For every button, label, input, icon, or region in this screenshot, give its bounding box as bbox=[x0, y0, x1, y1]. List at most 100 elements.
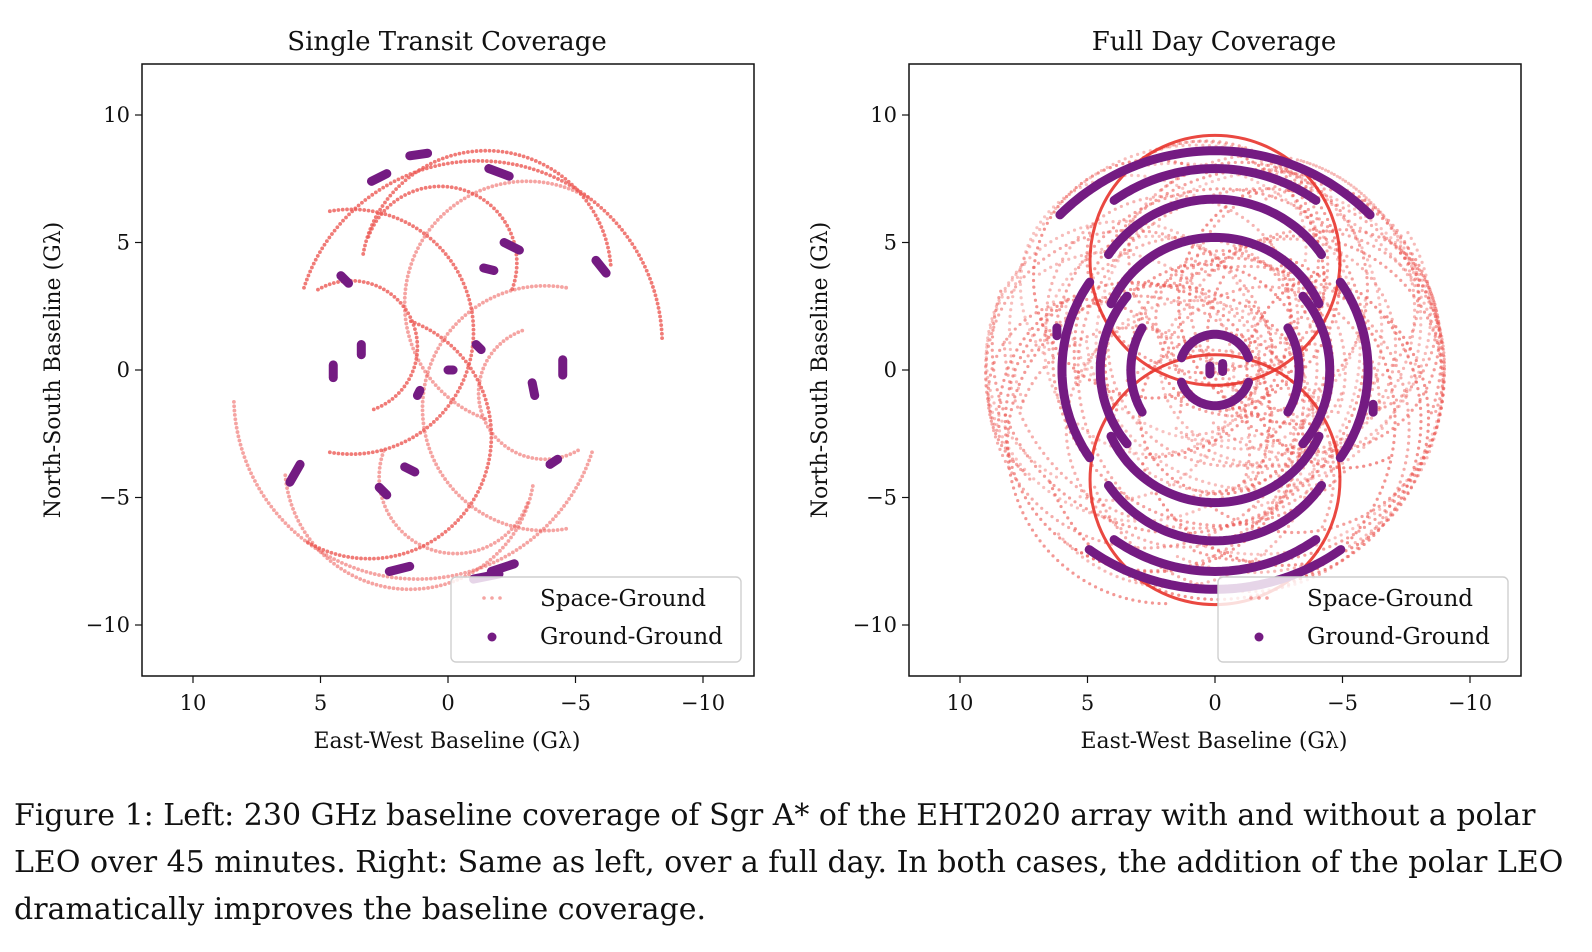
space-ground-point bbox=[1429, 312, 1433, 316]
space-ground-point bbox=[994, 304, 999, 308]
space-ground-point bbox=[1076, 349, 1080, 354]
space-ground-point bbox=[1306, 407, 1310, 411]
space-ground-point bbox=[1183, 594, 1187, 599]
space-ground-point bbox=[1322, 463, 1326, 468]
space-ground-point bbox=[511, 283, 516, 287]
space-ground-point bbox=[1159, 459, 1163, 464]
space-ground-point bbox=[1030, 326, 1034, 331]
space-ground-point bbox=[1336, 213, 1340, 217]
space-ground-point bbox=[358, 451, 362, 456]
space-ground-point bbox=[1296, 282, 1301, 286]
space-ground-point bbox=[1146, 294, 1150, 298]
space-ground-point bbox=[984, 377, 988, 381]
space-ground-point bbox=[462, 188, 467, 193]
space-ground-point bbox=[1045, 221, 1049, 225]
space-ground-point bbox=[387, 446, 392, 450]
space-ground-point bbox=[367, 556, 372, 561]
space-ground-point bbox=[1405, 402, 1409, 406]
space-ground-point bbox=[1386, 368, 1390, 372]
space-ground-point bbox=[1063, 197, 1067, 201]
space-ground-point bbox=[1405, 393, 1409, 398]
space-ground-point bbox=[1108, 165, 1112, 170]
space-ground-point bbox=[1043, 243, 1047, 247]
space-ground-point bbox=[1194, 463, 1198, 468]
space-ground-point bbox=[548, 520, 552, 525]
space-ground-point bbox=[1238, 279, 1242, 283]
space-ground-point bbox=[1270, 420, 1274, 424]
space-ground-point bbox=[1003, 420, 1007, 424]
space-ground-point bbox=[1369, 234, 1373, 238]
space-ground-point bbox=[1442, 380, 1446, 384]
space-ground-point bbox=[1253, 300, 1257, 304]
space-ground-point bbox=[1257, 463, 1262, 467]
space-ground-point bbox=[1129, 309, 1133, 313]
space-ground-point bbox=[1354, 187, 1358, 191]
space-ground-point bbox=[445, 480, 450, 485]
space-ground-point bbox=[1200, 490, 1204, 494]
space-ground-point bbox=[1346, 223, 1351, 227]
space-ground-point bbox=[1403, 349, 1408, 353]
space-ground-point bbox=[1060, 233, 1065, 237]
space-ground-point bbox=[1381, 356, 1385, 360]
space-ground-point bbox=[1213, 439, 1217, 443]
space-ground-point bbox=[1264, 517, 1268, 521]
space-ground-point bbox=[1022, 256, 1026, 260]
space-ground-point bbox=[658, 318, 663, 323]
space-ground-point bbox=[1153, 364, 1157, 369]
space-ground-point bbox=[1356, 296, 1361, 300]
space-ground-point bbox=[1032, 285, 1036, 289]
space-ground-point bbox=[428, 328, 433, 333]
space-ground-point bbox=[560, 174, 564, 179]
space-ground-point bbox=[384, 183, 389, 188]
space-ground-point bbox=[1156, 570, 1160, 574]
space-ground-point bbox=[1371, 508, 1376, 512]
space-ground-point bbox=[1390, 363, 1394, 368]
space-ground-point bbox=[1371, 233, 1375, 237]
space-ground-point bbox=[1278, 194, 1283, 198]
space-ground-point bbox=[1257, 343, 1261, 347]
space-ground-point bbox=[1214, 508, 1218, 512]
space-ground-point bbox=[1035, 321, 1039, 326]
space-ground-point bbox=[1220, 511, 1224, 515]
space-ground-point bbox=[1207, 294, 1211, 299]
space-ground-point bbox=[1434, 331, 1438, 335]
space-ground-point bbox=[1157, 455, 1161, 459]
space-ground-point bbox=[423, 185, 428, 190]
space-ground-point bbox=[1246, 289, 1250, 293]
space-ground-point bbox=[652, 289, 657, 293]
space-ground-point bbox=[1237, 559, 1241, 563]
space-ground-point bbox=[1259, 553, 1263, 557]
space-ground-point bbox=[1435, 341, 1439, 345]
space-ground-point bbox=[464, 550, 468, 555]
space-ground-point bbox=[1208, 315, 1213, 319]
space-ground-point bbox=[1323, 168, 1328, 172]
space-ground-point bbox=[564, 526, 569, 531]
space-ground-point bbox=[480, 159, 485, 163]
space-ground-point bbox=[1030, 435, 1035, 439]
space-ground-point bbox=[1328, 465, 1333, 469]
space-ground-point bbox=[1303, 553, 1307, 557]
space-ground-point bbox=[1258, 519, 1262, 523]
space-ground-point bbox=[403, 532, 408, 537]
space-ground-point bbox=[1143, 421, 1147, 425]
space-ground-point bbox=[466, 189, 471, 194]
space-ground-point bbox=[489, 159, 494, 164]
space-ground-point bbox=[1358, 229, 1362, 233]
space-ground-point bbox=[1218, 318, 1222, 322]
space-ground-point bbox=[472, 549, 477, 554]
space-ground-point bbox=[1263, 513, 1267, 517]
space-ground-point bbox=[997, 313, 1001, 317]
space-ground-point bbox=[1304, 252, 1308, 256]
space-ground-point bbox=[1209, 218, 1213, 222]
space-ground-point bbox=[1127, 160, 1131, 164]
space-ground-point bbox=[627, 238, 632, 243]
space-ground-point bbox=[992, 360, 996, 365]
space-ground-point bbox=[1387, 466, 1391, 470]
space-ground-point bbox=[1306, 479, 1310, 483]
space-ground-point bbox=[1259, 159, 1263, 163]
space-ground-point bbox=[377, 479, 382, 483]
space-ground-point bbox=[1113, 481, 1118, 485]
space-ground-point bbox=[1261, 232, 1265, 237]
space-ground-point bbox=[1214, 438, 1218, 442]
space-ground-point bbox=[354, 556, 359, 560]
